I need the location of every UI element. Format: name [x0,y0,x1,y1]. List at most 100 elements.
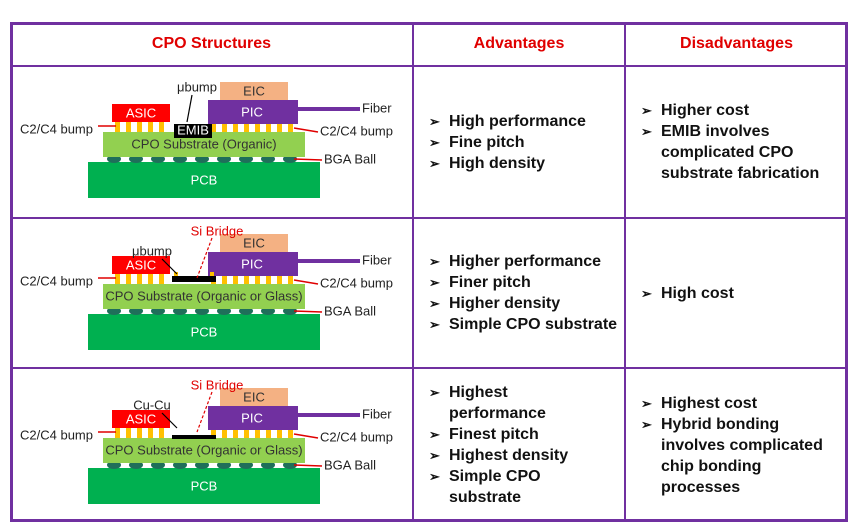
bump [222,430,227,438]
bump [115,122,120,132]
bump [277,124,282,132]
pointer [293,279,319,285]
bump [222,276,227,284]
eic [220,234,288,252]
eic-label: EIC [243,389,265,404]
eic [220,388,288,406]
top-label: μbump [177,79,217,94]
pic-label: PIC [241,104,263,119]
bga-label: BGA Ball [324,457,376,472]
bga-label: BGA Ball [324,151,376,166]
asic-label: ASIC [126,411,156,426]
pic [208,252,298,276]
bump [222,124,227,132]
pic-label: PIC [241,256,263,271]
structure-diagram: PCB CPO Substrate (Organic or Glass) ASIC E… [20,223,393,350]
disadvantages-list: High cost [641,218,841,368]
asic-label: ASIC [126,105,156,120]
disadvantage-item: High cost [641,283,841,304]
bump [255,276,260,284]
bump [288,276,293,284]
bridge-label: EMIB [177,122,209,137]
asic [112,256,170,274]
top-label: μbump [132,243,172,258]
bridge [172,276,216,282]
advantages-list: Higher performanceFiner pitchHigher dens… [429,218,629,368]
bump-left-label: C2/C4 bump [20,273,93,288]
advantage-item: Highest performance [429,382,569,424]
pointer [161,258,178,275]
asic [112,410,170,428]
advantage-item: High density [429,153,629,174]
bump [211,124,216,132]
bridge [172,435,216,439]
bump [137,428,142,438]
disadvantage-item: EMIB involves complicated CPO substrate … [641,121,841,184]
pcb [88,162,320,198]
substrate-label: CPO Substrate (Organic or Glass) [105,442,302,457]
bump [244,430,249,438]
pcb-label: PCB [191,324,218,339]
bump [115,274,120,284]
bump [255,124,260,132]
disadvantage-item: Highest cost [641,393,841,414]
pointer [186,94,193,123]
bump [137,122,142,132]
ubump [210,272,214,276]
bump [148,274,153,284]
substrate [103,284,305,309]
fiber-label: Fiber [362,252,392,267]
bump [266,430,271,438]
bump [266,124,271,132]
asic [112,104,170,122]
bump-left-label: C2/C4 bump [20,121,93,136]
bump-right-label: C2/C4 bump [320,275,393,290]
top-label: Cu-Cu [133,397,171,412]
bump [159,428,164,438]
bump [126,122,131,132]
advantages-list: High performanceFine pitchHigh density [429,66,629,218]
bridge [174,124,212,138]
bump [148,428,153,438]
eic [220,82,288,100]
fiber-label: Fiber [362,100,392,115]
bump [277,276,282,284]
advantage-item: High performance [429,111,629,132]
advantage-item: Higher density [429,293,629,314]
asic-label: ASIC [126,257,156,272]
pic [208,406,298,430]
disadvantage-item: Hybrid bonding involves complicated chip… [641,414,841,498]
bump [159,122,164,132]
table [10,22,848,522]
bump [255,430,260,438]
pcb [88,314,320,350]
bump [244,276,249,284]
bump [211,430,216,438]
bump [159,274,164,284]
bump [288,124,293,132]
bump [233,124,238,132]
fiber-label: Fiber [362,406,392,421]
pcb-label: PCB [191,172,218,187]
pointer [293,433,319,439]
bump-right-label: C2/C4 bump [320,123,393,138]
advantages-list: Highest performanceFinest pitchHighest d… [429,368,569,522]
bump-left-label: C2/C4 bump [20,427,93,442]
bridge-label: Si Bridge [191,223,244,238]
pointer [293,127,319,133]
bump [233,430,238,438]
ubump [174,272,178,276]
substrate [103,438,305,463]
pointer [161,412,178,429]
disadvantages-list: Highest costHybrid bonding involves comp… [641,368,841,522]
bump [148,122,153,132]
substrate-label: CPO Substrate (Organic or Glass) [105,288,302,303]
bump [244,124,249,132]
disadvantage-item: Higher cost [641,100,841,121]
bump [266,276,271,284]
pcb [88,468,320,504]
bump [115,428,120,438]
advantage-item: Simple CPO substrate [429,466,569,508]
pcb-label: PCB [191,478,218,493]
